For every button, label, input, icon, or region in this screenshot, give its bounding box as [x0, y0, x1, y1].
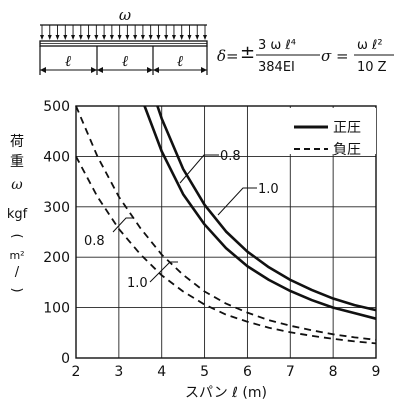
load-arrow-head — [187, 35, 192, 40]
span-dimension-3: ℓ — [153, 52, 207, 73]
y-label-paren-open: ( — [9, 233, 24, 238]
load-arrow-head — [47, 35, 52, 40]
span-label-1: ℓ — [65, 52, 71, 70]
load-arrow-head — [171, 35, 176, 40]
y-label-unit: kgf — [7, 207, 28, 222]
y-tick-label: 100 — [43, 301, 70, 317]
load-arrow-head — [109, 35, 114, 40]
sigma-formula-lhs: σ = — [321, 47, 349, 65]
x-tick-label: 5 — [200, 364, 209, 380]
y-label-symbol: ω — [11, 177, 23, 193]
x-tick-label: 6 — [243, 364, 252, 380]
y-label-paren-close: ) — [9, 287, 24, 292]
y-label-char-2: 重 — [10, 154, 24, 170]
label-dashed-1.0: 1.0 — [127, 276, 148, 291]
y-label-m2: m² — [9, 249, 24, 262]
load-arrow-head — [164, 35, 169, 40]
load-arrow-head — [86, 35, 91, 40]
load-arrow-head — [71, 35, 76, 40]
tick-labels: 2 3 4 5 6 7 8 9 0 100 200 300 400 500 — [43, 99, 380, 380]
delta-formula-denominator: 384EI — [258, 60, 295, 75]
load-arrow-head — [40, 35, 44, 40]
x-tick-label: 7 — [286, 364, 295, 380]
plot-frame — [75, 105, 377, 359]
load-arrow-head — [140, 35, 145, 40]
load-arrow-head — [156, 35, 161, 40]
load-arrows — [40, 25, 207, 40]
series-line-solid-0.8 — [143, 105, 377, 320]
span-dimension-2: ℓ — [97, 52, 153, 73]
load-arrow-head — [195, 35, 200, 40]
load-arrow-head — [133, 35, 138, 40]
delta-formula-lhs: δ= — [217, 47, 239, 65]
leader-dashed-0.8 — [112, 217, 133, 233]
label-dashed-0.8: 0.8 — [84, 234, 105, 249]
legend-label-negative: 負圧 — [333, 142, 361, 158]
y-label-char-1: 荷 — [10, 134, 24, 150]
y-tick-label: 0 — [61, 351, 70, 367]
load-arrow-head — [102, 35, 107, 40]
legend-label-positive: 正圧 — [333, 120, 361, 136]
load-arrow-head — [94, 35, 99, 40]
curves — [75, 105, 377, 345]
beam-diagram: ω ℓ ℓ ℓ — [39, 6, 208, 75]
leader-dashed-1.0 — [149, 261, 178, 283]
leader-solid-1.0 — [217, 187, 257, 216]
x-tick-label: 3 — [114, 364, 123, 380]
x-tick-label: 4 — [157, 364, 166, 380]
y-axis-label: 荷 重 ω kgf ( m² / ) — [7, 134, 28, 293]
span-label-3: ℓ — [177, 52, 183, 70]
y-tick-label: 400 — [43, 149, 70, 165]
delta-formula-numerator: 3 ω ℓ⁴ — [258, 38, 296, 53]
x-axis-label: スパン ℓ (m) — [185, 385, 267, 401]
y-label-slash: / — [15, 265, 20, 280]
load-arrow-head — [78, 35, 83, 40]
x-tick-label: 9 — [372, 364, 381, 380]
plot-area: 2 3 4 5 6 7 8 9 0 100 200 300 400 500 正圧 負圧 0.8 1.0 0… — [7, 99, 381, 401]
curve-annotations: 0.8 1.0 0.8 1.0 — [84, 149, 279, 291]
load-arrow-head — [117, 35, 122, 40]
load-arrow-head — [203, 35, 207, 40]
series-line-solid-1.0 — [156, 105, 377, 312]
span-label-2: ℓ — [122, 52, 128, 70]
series-line-dashed-0.8 — [75, 155, 377, 345]
label-solid-1.0: 1.0 — [258, 182, 279, 197]
formulas: δ= ± 3 ω ℓ⁴ 384EI σ = ω ℓ² 10 Z — [217, 38, 394, 75]
leader-solid-0.8 — [179, 154, 219, 184]
span-dimension-1: ℓ — [40, 52, 97, 73]
plus-minus-sign: ± — [240, 42, 255, 63]
load-arrow-head — [63, 35, 68, 40]
load-symbol: ω — [119, 6, 131, 24]
sigma-formula-numerator: ω ℓ² — [357, 38, 383, 53]
load-arrow-head — [148, 35, 153, 40]
legend-background — [288, 108, 376, 154]
series-line-dashed-1.0 — [75, 105, 377, 341]
load-arrow-head — [125, 35, 130, 40]
y-tick-label: 500 — [43, 99, 70, 115]
y-tick-label: 300 — [43, 200, 70, 216]
load-arrow-head — [179, 35, 184, 40]
label-solid-0.8: 0.8 — [220, 149, 241, 164]
legend: 正圧 負圧 — [288, 108, 376, 158]
x-tick-label: 2 — [72, 364, 81, 380]
y-tick-label: 200 — [43, 250, 70, 266]
load-arrow-head — [55, 35, 60, 40]
sigma-formula-denominator: 10 Z — [357, 60, 387, 75]
x-tick-label: 8 — [329, 364, 338, 380]
